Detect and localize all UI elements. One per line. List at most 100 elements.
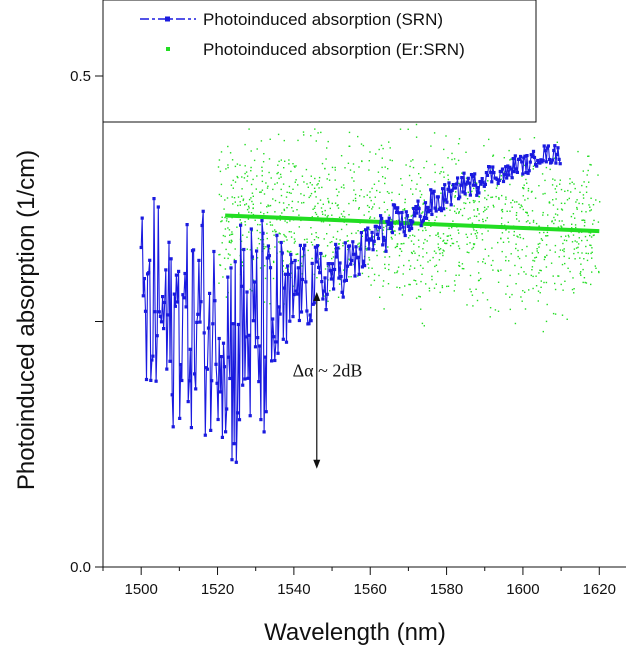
er-srn-point (431, 275, 433, 278)
er-srn-point (340, 186, 343, 188)
er-srn-point (231, 196, 233, 198)
srn-marker (301, 277, 305, 282)
srn-marker (475, 193, 479, 197)
er-srn-point (278, 232, 280, 234)
er-srn-point (303, 194, 305, 197)
er-srn-point (497, 310, 500, 312)
er-srn-point (269, 224, 272, 226)
er-srn-point (254, 219, 256, 221)
srn-marker (370, 230, 374, 234)
er-srn-point (446, 242, 448, 245)
er-srn-point (433, 287, 436, 289)
er-srn-point (590, 197, 592, 199)
er-srn-point (492, 259, 494, 262)
er-srn-point (560, 235, 562, 238)
er-srn-point (531, 210, 534, 212)
srn-marker (332, 287, 336, 291)
srn-marker (546, 144, 550, 148)
srn-marker (206, 326, 211, 330)
er-srn-point (539, 242, 541, 245)
er-srn-point (411, 252, 413, 255)
er-srn-point (256, 257, 259, 259)
er-srn-point (318, 244, 320, 246)
er-srn-point (579, 191, 581, 193)
er-srn-point (576, 208, 578, 210)
er-srn-point (597, 174, 599, 176)
er-srn-point (357, 230, 359, 232)
er-srn-point (340, 213, 343, 215)
er-srn-point (442, 254, 444, 257)
er-srn-point (489, 316, 491, 318)
er-srn-point (473, 215, 476, 217)
er-srn-point (234, 201, 236, 203)
annotation: Δα ~ 2dB (293, 292, 362, 469)
srn-marker (292, 293, 296, 297)
er-srn-point (454, 210, 456, 213)
srn-marker (357, 272, 361, 276)
er-srn-point (352, 163, 355, 165)
er-srn-point (563, 250, 565, 253)
er-srn-point (457, 143, 460, 145)
er-srn-point (504, 203, 506, 205)
er-srn-point (509, 183, 511, 186)
er-srn-point (591, 257, 593, 259)
er-srn-point (507, 221, 509, 223)
srn-marker (483, 182, 487, 186)
er-srn-point (383, 226, 385, 229)
er-srn-point (539, 292, 541, 294)
srn-marker (194, 387, 198, 391)
er-srn-point (543, 258, 546, 261)
er-srn-point (238, 212, 240, 214)
srn-marker (348, 244, 352, 248)
srn-marker (296, 266, 300, 270)
er-srn-point (518, 220, 520, 222)
srn-marker (509, 167, 513, 171)
er-srn-point (588, 155, 590, 157)
er-srn-point (283, 240, 285, 243)
er-srn-point (357, 135, 359, 138)
er-srn-point (516, 218, 518, 220)
er-srn-point (475, 182, 478, 184)
er-srn-point (477, 209, 479, 211)
er-srn-point (470, 233, 472, 235)
er-srn-point (435, 264, 438, 266)
er-srn-point (225, 168, 227, 170)
srn-marker (172, 292, 176, 296)
er-srn-point (290, 231, 292, 233)
er-srn-point (554, 288, 557, 291)
er-srn-point (440, 171, 442, 173)
er-srn-point (393, 230, 395, 232)
er-srn-point (280, 194, 283, 197)
er-srn-point (484, 197, 486, 199)
er-srn-point (408, 283, 410, 286)
er-srn-point (318, 187, 320, 189)
er-srn-point (418, 206, 421, 208)
srn-marker (298, 243, 302, 247)
er-srn-point (458, 138, 461, 140)
er-srn-point (542, 211, 544, 214)
er-srn-point (232, 203, 234, 205)
er-srn-point (418, 295, 420, 298)
er-srn-point (221, 216, 223, 218)
er-srn-point (264, 277, 267, 280)
er-srn-point (435, 252, 437, 254)
er-srn-point (582, 281, 584, 284)
srn-marker (508, 165, 512, 169)
er-srn-point (551, 184, 554, 186)
er-srn-point (560, 202, 563, 204)
x-tick-label: 1620 (583, 581, 616, 598)
er-srn-point (353, 180, 355, 182)
srn-marker (154, 379, 158, 383)
er-srn-point (398, 254, 401, 257)
er-srn-point (300, 193, 302, 195)
srn-marker (366, 226, 370, 230)
er-srn-point (337, 204, 339, 206)
srn-marker (431, 191, 435, 195)
er-srn-point (456, 241, 458, 243)
srn-marker (417, 207, 421, 211)
er-srn-point (538, 232, 541, 234)
x-tick-label: 1520 (201, 581, 234, 598)
er-srn-point (314, 211, 317, 214)
er-srn-point (558, 275, 560, 277)
srn-marker (341, 295, 345, 299)
